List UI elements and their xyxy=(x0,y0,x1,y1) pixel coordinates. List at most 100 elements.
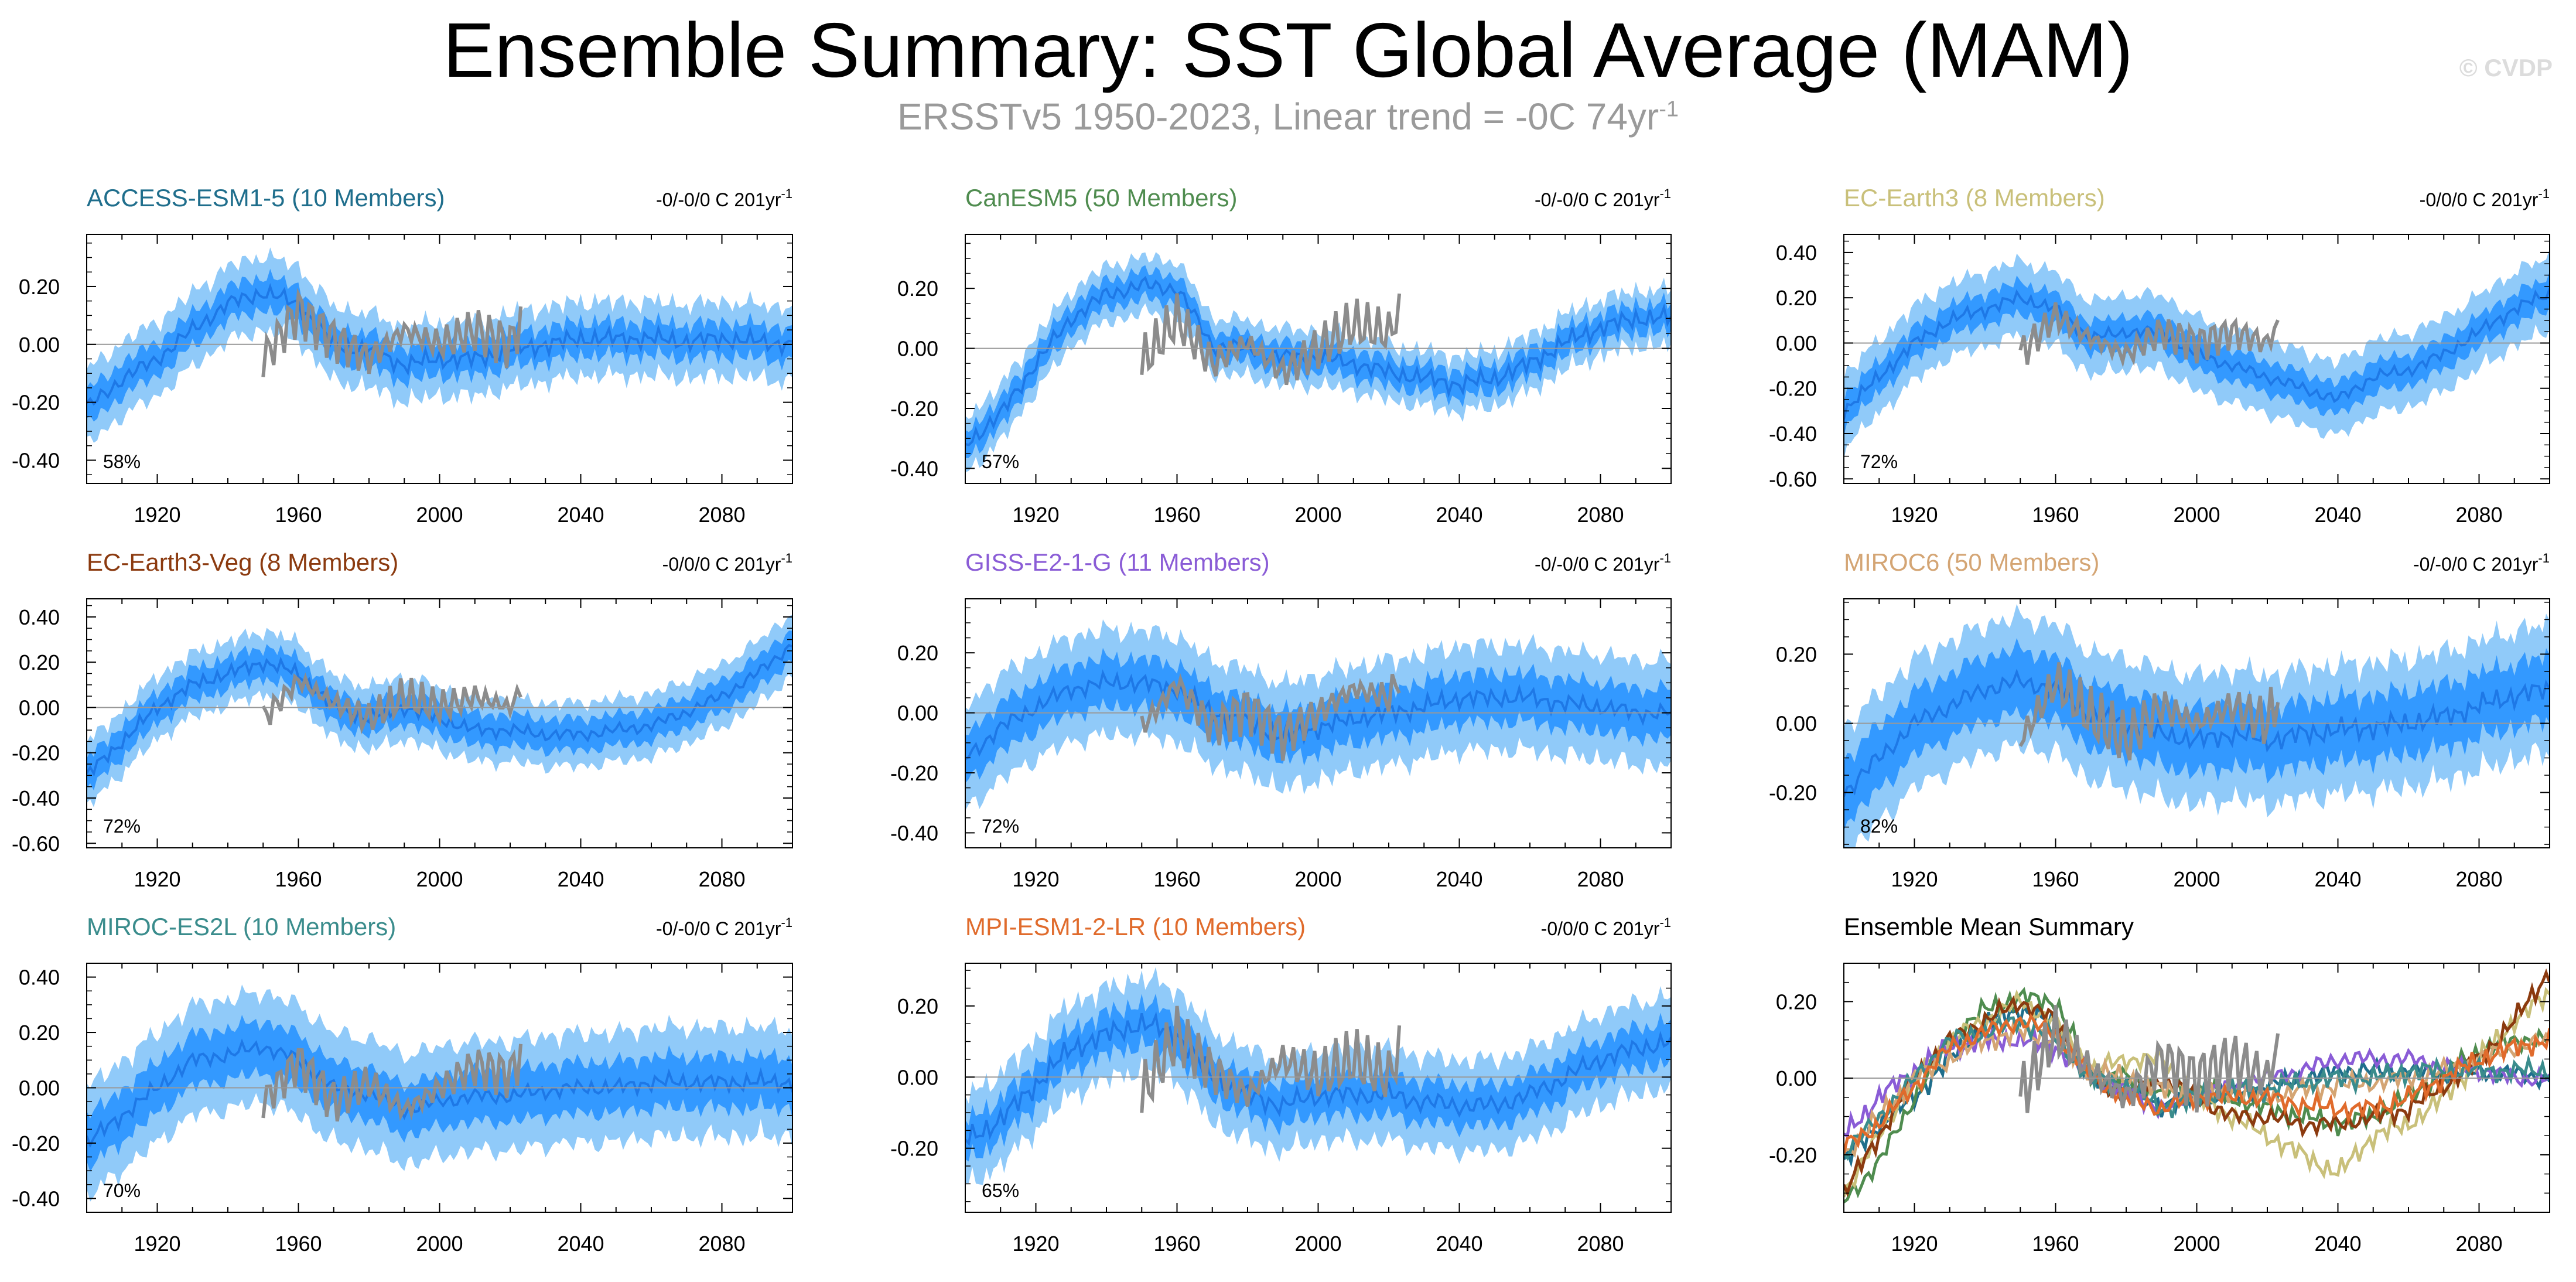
panel-4: EC-Earth3-Veg (8 Members) -0/0/0 C 201yr-… xyxy=(12,548,793,891)
y-tick-label: 0.20 xyxy=(897,641,938,665)
panel-data xyxy=(965,967,1671,1185)
panel-title: Ensemble Mean Summary xyxy=(1844,913,2134,940)
observations-line xyxy=(261,288,523,377)
trend-label: -0/0/0 C 201yr-1 xyxy=(1541,915,1671,939)
panel-1: ACCESS-ESM1-5 (10 Members) -0/-0/0 C 201y… xyxy=(12,184,793,527)
x-tick-label: 1920 xyxy=(1012,503,1059,527)
x-tick-label: 2000 xyxy=(416,867,463,891)
y-tick-label: 0.40 xyxy=(1776,241,1817,265)
y-tick-label: 0.00 xyxy=(19,1076,60,1100)
panel-6: MIROC6 (50 Members) -0/-0/0 C 201yr-1 1920… xyxy=(1769,548,2550,891)
x-tick-label: 2040 xyxy=(557,867,604,891)
trend-exponent: -1 xyxy=(1659,551,1671,565)
y-tick-label: 0.00 xyxy=(897,701,938,725)
panel-5: GISS-E2-1-G (11 Members) -0/-0/0 C 201yr-… xyxy=(890,548,1672,891)
y-tick-label: 0.20 xyxy=(1776,642,1817,666)
x-tick-label: 2000 xyxy=(1294,1232,1341,1256)
trend-label: -0/-0/0 C 201yr-1 xyxy=(656,915,792,939)
panel-data xyxy=(87,615,792,807)
x-tick-label: 1960 xyxy=(275,1232,322,1256)
x-tick-label: 1920 xyxy=(1012,1232,1059,1256)
percent-label: 57% xyxy=(982,451,1019,472)
observations-line xyxy=(261,672,522,735)
y-tick-label: -0.20 xyxy=(12,1131,60,1155)
trend-exponent: -1 xyxy=(1659,915,1671,930)
y-tick-label: -0.40 xyxy=(12,448,60,472)
x-tick-label: 2080 xyxy=(698,1232,745,1256)
y-tick-label: -0.20 xyxy=(1769,377,1817,401)
y-tick-label: 0.00 xyxy=(19,695,60,720)
spread-inner-band xyxy=(965,993,1671,1162)
panel-title: CanESM5 (50 Members) xyxy=(965,184,1237,212)
x-tick-label: 2000 xyxy=(2173,867,2220,891)
subtitle-text: ERSSTv5 1950-2023, Linear trend = -0C 74… xyxy=(897,96,1659,138)
y-tick-label: 0.20 xyxy=(19,650,60,674)
trend-label: -0/0/0 C 201yr-1 xyxy=(2420,186,2550,210)
page-subtitle: ERSSTv5 1950-2023, Linear trend = -0C 74… xyxy=(0,95,2576,138)
x-tick-label: 1960 xyxy=(275,503,322,527)
trend-exponent: -1 xyxy=(781,186,792,201)
x-tick-label: 2000 xyxy=(2173,503,2220,527)
x-tick-label: 2080 xyxy=(2455,503,2502,527)
trend-exponent: -1 xyxy=(1659,186,1671,201)
y-tick-label: 0.00 xyxy=(897,337,938,361)
y-tick-label: 0.00 xyxy=(19,333,60,357)
panel-9: Ensemble Mean Summary 1920 1960 2000 2040 208… xyxy=(1769,913,2550,1256)
panel-data xyxy=(87,984,792,1202)
x-tick-label: 2000 xyxy=(416,1232,463,1256)
observations-line xyxy=(1140,673,1401,761)
x-tick-label: 1920 xyxy=(134,867,180,891)
trend-label: -0/-0/0 C 201yr-1 xyxy=(2413,551,2550,575)
x-tick-label: 2000 xyxy=(1294,503,1341,527)
panel-title: MIROC-ES2L (10 Members) xyxy=(87,913,396,940)
panel-title: EC-Earth3 (8 Members) xyxy=(1844,184,2105,212)
panel-title: MIROC6 (50 Members) xyxy=(1844,548,2099,576)
x-tick-label: 2080 xyxy=(1577,503,1624,527)
panel-2: CanESM5 (50 Members) -0/-0/0 C 201yr-1 192… xyxy=(890,184,1672,527)
spread-inner-band xyxy=(87,1015,792,1172)
percent-label: 58% xyxy=(103,451,141,472)
y-tick-label: 0.00 xyxy=(1776,712,1817,736)
y-tick-label: -0.20 xyxy=(1769,781,1817,805)
x-tick-label: 1920 xyxy=(1891,1232,1938,1256)
percent-label: 65% xyxy=(982,1180,1019,1201)
observations-line xyxy=(2018,302,2280,368)
x-tick-label: 2040 xyxy=(2314,503,2361,527)
ensemble-mean-line xyxy=(87,1038,792,1148)
panel-title: ACCESS-ESM1-5 (10 Members) xyxy=(87,184,445,212)
panel-data xyxy=(965,619,1671,811)
y-tick-label: -0.40 xyxy=(12,786,60,810)
x-tick-label: 2040 xyxy=(557,1232,604,1256)
y-tick-label: 0.00 xyxy=(897,1065,938,1089)
x-tick-label: 2080 xyxy=(698,503,745,527)
y-tick-label: -0.20 xyxy=(1769,1143,1817,1167)
y-tick-label: -0.20 xyxy=(890,761,938,785)
y-tick-label: 0.20 xyxy=(897,994,938,1018)
y-tick-label: 0.20 xyxy=(897,277,938,301)
model-mean-line xyxy=(1844,1002,2550,1168)
x-tick-label: 1960 xyxy=(1153,1232,1200,1256)
y-tick-label: -0.40 xyxy=(1769,422,1817,446)
ensemble-mean-line xyxy=(965,669,1671,761)
x-tick-label: 1920 xyxy=(1891,867,1938,891)
x-tick-label: 1960 xyxy=(1153,867,1200,891)
x-tick-label: 1960 xyxy=(2032,503,2079,527)
trend-label: -0/-0/0 C 201yr-1 xyxy=(1535,186,1671,210)
x-tick-label: 2000 xyxy=(2173,1232,2220,1256)
x-tick-label: 1920 xyxy=(134,503,180,527)
x-tick-label: 2040 xyxy=(1436,503,1482,527)
x-tick-label: 2080 xyxy=(1577,867,1624,891)
y-tick-label: -0.20 xyxy=(12,741,60,765)
y-tick-label: 0.40 xyxy=(19,966,60,990)
panel-data xyxy=(1844,248,2550,459)
trend-label: -0/-0/0 C 201yr-1 xyxy=(1535,551,1671,575)
x-tick-label: 1960 xyxy=(2032,1232,2079,1256)
trend-label: -0/-0/0 C 201yr-1 xyxy=(656,186,792,210)
x-tick-label: 1920 xyxy=(134,1232,180,1256)
y-tick-label: 0.20 xyxy=(19,1021,60,1045)
watermark: © CVDP xyxy=(2459,54,2553,81)
panel-8: MPI-ESM1-2-LR (10 Members) -0/0/0 C 201yr… xyxy=(890,913,1672,1256)
y-tick-label: -0.20 xyxy=(890,397,938,421)
ensemble-mean-line xyxy=(1844,668,2550,797)
y-tick-label: -0.60 xyxy=(12,831,60,855)
